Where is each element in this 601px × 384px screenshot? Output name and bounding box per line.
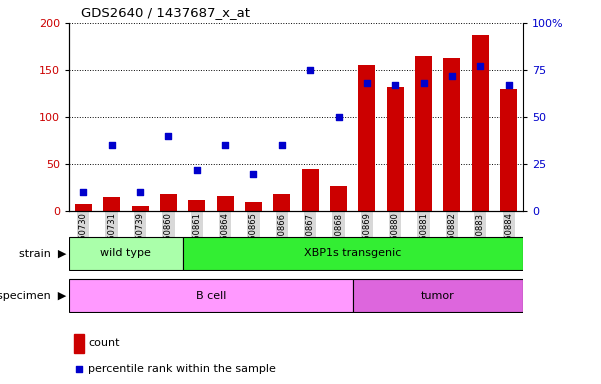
Text: percentile rank within the sample: percentile rank within the sample [88,364,276,374]
Point [221,142,230,149]
Point [362,80,371,86]
Point [504,82,513,88]
Text: tumor: tumor [421,291,455,301]
Bar [74,334,84,353]
Point [447,73,457,79]
Point [192,167,201,173]
Point [74,366,84,372]
Point [391,82,400,88]
Bar [302,169,319,211]
Bar [273,194,290,211]
Bar [75,204,92,211]
Point [107,142,117,149]
Bar [69,237,183,270]
Point [419,80,429,86]
Bar [387,87,404,211]
Point [475,63,485,70]
Point [277,142,287,149]
Bar [216,196,234,211]
Bar [103,197,120,211]
Bar [69,279,353,312]
Point [135,189,145,195]
Text: specimen  ▶: specimen ▶ [0,291,66,301]
Bar [160,194,177,211]
Text: B cell: B cell [196,291,226,301]
Bar [500,89,517,211]
Point [163,133,173,139]
Bar [415,56,432,211]
Bar [353,279,523,312]
Point [249,170,258,177]
Text: strain  ▶: strain ▶ [19,248,66,258]
Bar [472,35,489,211]
Text: XBP1s transgenic: XBP1s transgenic [304,248,401,258]
Text: count: count [88,338,120,348]
Bar [188,200,206,211]
Point [334,114,343,120]
Bar [132,207,148,211]
Bar [245,202,262,211]
Bar [183,237,523,270]
Bar [330,186,347,211]
Bar [358,65,376,211]
Point [79,189,88,195]
Text: wild type: wild type [100,248,151,258]
Bar [444,58,460,211]
Point [305,67,315,73]
Text: GDS2640 / 1437687_x_at: GDS2640 / 1437687_x_at [81,6,250,19]
